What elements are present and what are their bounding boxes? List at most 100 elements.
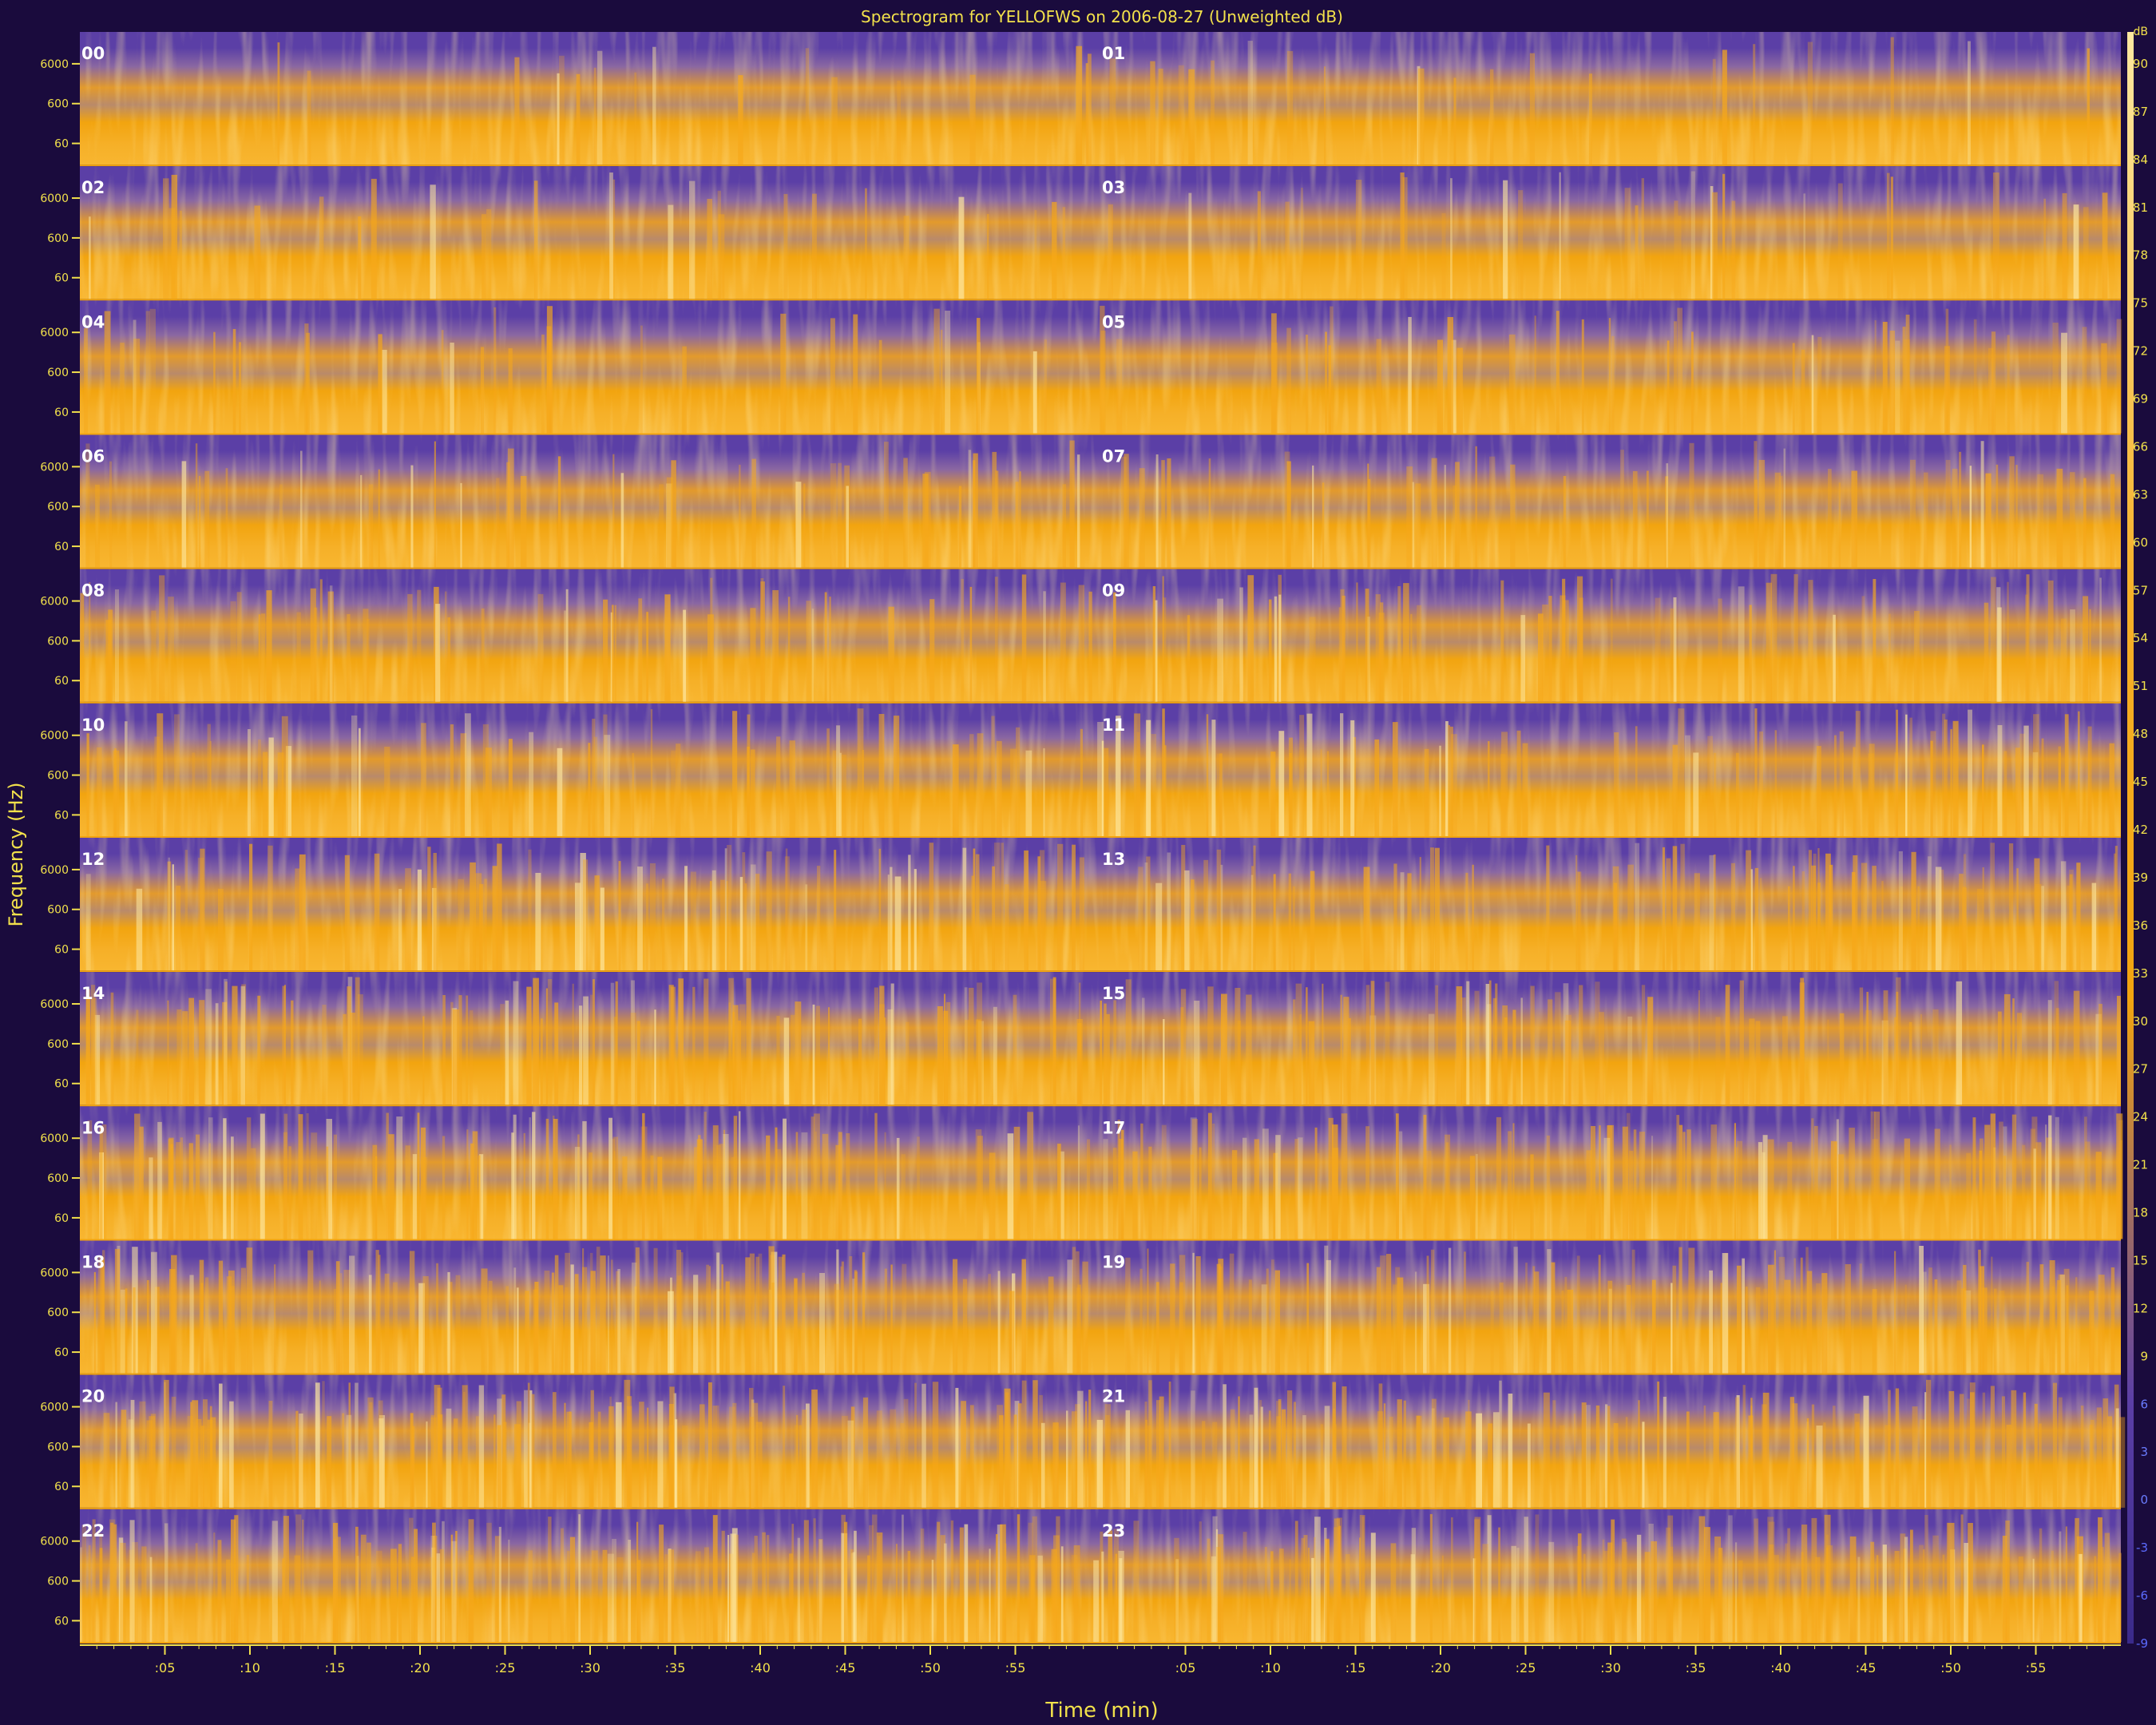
spectrogram-streak: [120, 343, 125, 434]
spectrogram-streak: [450, 724, 454, 836]
spectrogram-streak: [1678, 708, 1685, 836]
spectrogram-streak: [1073, 1545, 1080, 1642]
spectrogram-streak: [1013, 1414, 1017, 1508]
spectrogram-streak: [1888, 1390, 1891, 1508]
spectrogram-streak: [1737, 1140, 1742, 1239]
spectrogram-streak: [146, 1420, 153, 1508]
spectrogram-streak: [811, 1389, 818, 1508]
spectrogram-streak: [1156, 1282, 1159, 1374]
spectrogram-streak: [888, 606, 894, 702]
y-tick-label: 6000: [40, 327, 69, 339]
spectrogram-streak: [1834, 1142, 1837, 1239]
spectrogram-streak: [1057, 1144, 1061, 1239]
spectrogram-streak: [299, 854, 306, 971]
spectrogram-streak: [1868, 753, 1874, 836]
spectrogram-streak: [750, 1417, 755, 1508]
spectrogram-streak: [1456, 347, 1463, 434]
spectrogram-streak: [566, 1411, 573, 1508]
spectrogram-streak: [1753, 44, 1756, 165]
spectrogram-streak: [1807, 1271, 1813, 1374]
spectrogram-streak: [1274, 596, 1278, 702]
spectrogram-streak: [1434, 847, 1440, 971]
spectrogram-streak: [450, 1001, 454, 1105]
spectrogram-streak: [281, 716, 288, 836]
spectrogram-streak: [564, 1402, 566, 1508]
spectrogram-streak: [732, 1402, 737, 1508]
spectrogram-streak: [630, 1013, 636, 1105]
spectrogram-streak: [1991, 577, 1996, 702]
spectrogram-streak: [1072, 1411, 1077, 1508]
spectrogram-streak: [876, 1410, 882, 1508]
spectrogram-streak: [671, 750, 676, 836]
spectrogram-streak: [744, 883, 747, 971]
spectrogram-streak: [179, 210, 182, 299]
spectrogram-streak: [971, 875, 974, 971]
spectrogram-streak: [1944, 719, 1948, 836]
spectrogram-streak: [1666, 858, 1671, 971]
spectrogram-streak: [1754, 441, 1758, 568]
spectrogram-streak: [841, 1533, 843, 1642]
spectrogram-streak: [1576, 871, 1582, 971]
spectrogram-streak: [813, 1518, 816, 1642]
spectrogram-streak: [1559, 1425, 1565, 1508]
spectrogram-streak: [839, 752, 842, 836]
spectrogram-streak: [664, 594, 671, 702]
spectrogram-streak: [708, 1266, 711, 1374]
spectrogram-streak: [1334, 1518, 1340, 1642]
spectrogram-streak: [589, 1252, 593, 1374]
spectrogram-streak: [1217, 598, 1223, 702]
spectrogram-streak: [1688, 1247, 1695, 1374]
spectrogram-streak: [279, 484, 283, 568]
x-axis: :05:10:15:20:25:30:35:40:45:50:55:05:10:…: [80, 1644, 2121, 1675]
spectrogram-streak: [1482, 1544, 1488, 1642]
spectrogram-streak: [1979, 1150, 1982, 1239]
spectrogram-streak: [593, 67, 596, 165]
spectrogram-streak: [1693, 752, 1699, 836]
spectrogram-streak: [231, 1136, 234, 1239]
spectrogram-streak: [417, 589, 422, 702]
spectrogram-streak: [1308, 1021, 1315, 1105]
spectrogram-streak: [1535, 1514, 1540, 1642]
spectrogram-streak: [1429, 1513, 1433, 1642]
spectrogram-streak: [1052, 977, 1056, 1105]
spectrogram-streak: [1125, 1410, 1130, 1508]
spectrogram-streak: [1365, 1126, 1370, 1239]
spectrogram-streak: [2003, 1126, 2007, 1239]
spectrogram-streak: [1821, 1273, 1828, 1374]
spectrogram-streak: [812, 1004, 815, 1105]
hour-label: 16: [81, 1118, 105, 1137]
x-tick-label: :50: [920, 1660, 941, 1675]
spectrogram-streak: [1563, 476, 1567, 568]
spectrogram-streak: [1050, 978, 1056, 1105]
spectrogram-streak: [1942, 1554, 1945, 1642]
spectrogram-streak: [1969, 1382, 1976, 1508]
spectrogram-streak: [639, 1402, 644, 1508]
spectrogram-streak: [1162, 576, 1164, 702]
colorbar-tick-label: 36: [2133, 918, 2148, 933]
spectrogram-streak: [1885, 1425, 1891, 1508]
spectrogram-streak: [311, 1132, 318, 1239]
spectrogram-streak: [2041, 738, 2044, 836]
spectrogram-streak: [1162, 708, 1165, 836]
colorbar-tick-label: 54: [2133, 631, 2148, 645]
spectrogram-streak: [933, 308, 940, 434]
spectrogram-streak: [1039, 850, 1045, 971]
spectrogram-streak: [1271, 313, 1277, 434]
x-tick-label: :25: [495, 1660, 516, 1675]
spectrogram-streak: [603, 714, 608, 836]
spectrogram-streak: [513, 1267, 517, 1374]
spectrogram-streak: [1488, 980, 1492, 1105]
spectrogram-streak: [2011, 1390, 2017, 1508]
spectrogram-streak: [1113, 1000, 1117, 1105]
y-tick-label: 6000: [40, 1536, 69, 1549]
spectrogram-streak: [200, 1426, 204, 1508]
y-tick-label: 6000: [40, 1267, 69, 1279]
spectrogram-streak: [1260, 1406, 1263, 1508]
spectrogram-streak: [721, 1530, 725, 1642]
spectrogram-streak: [229, 1401, 234, 1508]
spectrogram-streak: [944, 1543, 947, 1642]
spectrogram-streak: [557, 456, 561, 568]
y-tick-label: 600: [47, 1576, 69, 1588]
